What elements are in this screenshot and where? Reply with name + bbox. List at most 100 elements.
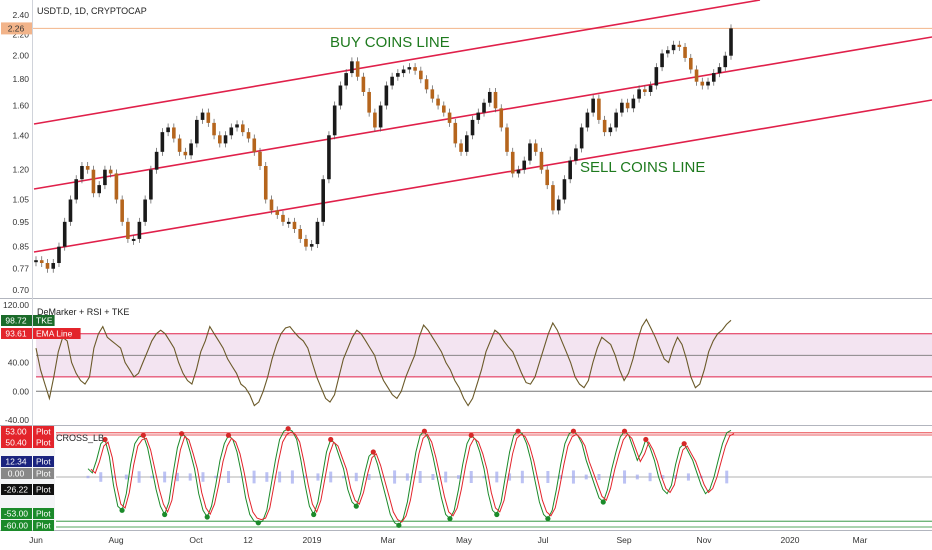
last-price-badge <box>1 22 32 35</box>
cross-signal-dot <box>225 432 232 438</box>
price-candle <box>493 91 498 109</box>
cross-histogram-bar <box>508 473 512 481</box>
cross-badge-value: -26.22 <box>4 485 28 495</box>
demarker-badge-label: EMA Line <box>36 329 73 339</box>
demarker-y-tick: 120.00 <box>3 300 29 310</box>
price-candle <box>447 112 452 123</box>
cross-badge-label-bg <box>33 456 54 467</box>
price-candle <box>390 76 394 86</box>
price-candle <box>39 260 44 264</box>
cross-histogram-bar <box>380 476 384 478</box>
price-y-tick: 1.60 <box>12 100 29 110</box>
x-axis-tick: Jun <box>29 535 43 545</box>
cross-histogram-bar <box>431 474 435 480</box>
cross-signal-dot <box>119 507 125 513</box>
price-y-tick: 1.05 <box>12 195 29 205</box>
price-candle <box>315 221 320 245</box>
cross-badge-value: 12.34 <box>5 457 27 467</box>
price-candle <box>568 160 572 180</box>
demarker-badge-label-bg <box>33 328 81 339</box>
price-y-tick: 0.70 <box>12 285 29 295</box>
price-candle <box>189 143 193 156</box>
cross-signal-dot <box>421 428 428 434</box>
cross-histogram-bar <box>239 476 243 478</box>
x-axis-tick: Nov <box>696 535 712 545</box>
price-candle <box>516 169 521 174</box>
x-axis-tick: Sep <box>616 535 631 545</box>
price-candle <box>706 81 710 86</box>
price-candle <box>436 98 440 106</box>
price-candle <box>528 143 532 161</box>
price-candle <box>694 69 699 82</box>
price-y-tick: 2.20 <box>12 29 29 39</box>
price-candle <box>137 221 142 239</box>
price-candle <box>309 244 314 247</box>
price-y-tick: 2.00 <box>12 51 29 61</box>
price-candle <box>166 127 170 133</box>
price-candle <box>499 108 504 128</box>
price-candle <box>355 61 360 77</box>
price-candle <box>671 44 676 51</box>
x-axis-tick: Oct <box>189 535 203 545</box>
cross-badge-value: -60.00 <box>4 521 28 531</box>
cross-badge-value: 53.00 <box>5 427 27 437</box>
buy-coins-annotation: BUY COINS LINE <box>330 34 450 51</box>
cross-histogram-bar <box>725 470 729 484</box>
price-candle <box>717 67 722 74</box>
price-candle <box>551 185 555 211</box>
price-candle <box>533 143 538 152</box>
price-candle <box>195 119 199 144</box>
x-axis-tick: 12 <box>243 535 253 545</box>
price-candle <box>574 148 578 161</box>
price-candle <box>482 102 486 113</box>
price-candle <box>51 263 56 269</box>
price-candle <box>258 151 262 167</box>
channel-line-1 <box>33 0 761 125</box>
cross-signal-dot <box>353 503 359 509</box>
price-candle <box>252 138 257 152</box>
x-axis-tick: Aug <box>108 535 123 545</box>
price-candle <box>149 169 153 200</box>
cross-signal-dot <box>140 432 146 438</box>
cross-histogram-bar <box>623 470 627 484</box>
price-candle <box>683 46 687 58</box>
price-candle <box>275 210 280 215</box>
price-candle <box>401 69 406 74</box>
price-candle <box>384 85 389 106</box>
price-candle <box>281 214 285 222</box>
cross-badge-label: Plot <box>36 469 51 479</box>
price-candle <box>62 221 67 247</box>
price-candle <box>556 199 561 211</box>
price-candle <box>419 70 423 80</box>
price-y-tick: 1.20 <box>12 165 29 175</box>
cross-histogram-bar <box>188 473 192 481</box>
demarker-badge-value-bg <box>1 328 32 339</box>
price-candle <box>413 67 417 71</box>
cross-histogram-bar <box>329 471 333 483</box>
price-candle <box>212 122 216 136</box>
demarker-badge-label: TKE <box>36 316 53 326</box>
price-candle <box>34 260 38 263</box>
price-candle <box>344 73 348 86</box>
price-candle <box>126 221 130 239</box>
price-candle <box>688 57 693 70</box>
cross-histogram-bar <box>290 470 294 484</box>
cross-badge-value-bg <box>1 468 32 479</box>
price-candle <box>614 112 618 128</box>
price-candle <box>378 105 383 128</box>
cross-histogram-bar <box>316 473 320 481</box>
cross-badge-value: 50.40 <box>5 438 27 448</box>
price-panel: 2.40 2.20 2.00 1.80 1.60 1.40 1.20 1.05 0.95 0.85… <box>1 0 932 295</box>
cross-badge-label: Plot <box>36 457 51 467</box>
price-y-tick: 0.85 <box>12 242 29 252</box>
cross-panel: 53.00 Plot 50.40 Plot 12.34 Plot 0.00 Plot -26.2… <box>0 426 932 531</box>
price-candle <box>700 81 705 86</box>
cross-histogram-bar <box>444 471 448 483</box>
cross-histogram-bar <box>405 473 409 481</box>
cross-badge-label-bg <box>33 426 54 437</box>
price-candle <box>154 151 159 170</box>
cross-histogram-bar <box>112 475 116 479</box>
price-candle <box>97 185 101 194</box>
price-candle <box>660 53 664 68</box>
cross-badge-label: Plot <box>36 438 51 448</box>
